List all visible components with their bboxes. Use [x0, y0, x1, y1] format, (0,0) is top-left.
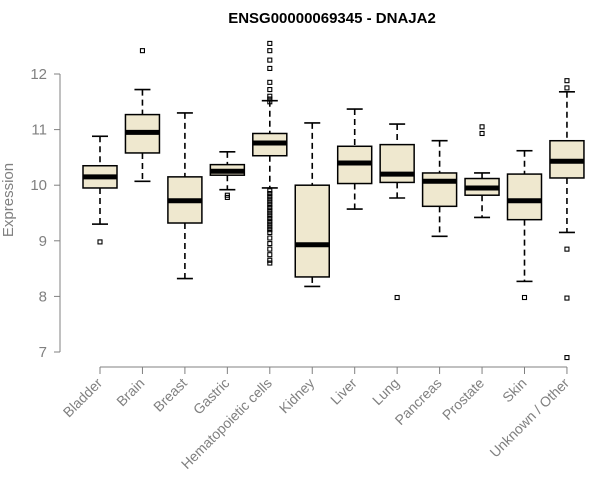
box-group-12 [549, 78, 585, 361]
y-axis-label: Expression [0, 163, 17, 237]
outlier-point [267, 241, 273, 247]
outlier-point [267, 257, 273, 263]
outlier-point [267, 199, 273, 205]
outlier-point [139, 48, 145, 54]
outlier-point [267, 252, 273, 258]
outlier-point [267, 235, 273, 241]
outlier-point [267, 213, 273, 219]
x-tick-label-7: Liver [327, 375, 360, 408]
box-group-4 [209, 151, 246, 200]
y-tick-label-8: 8 [39, 288, 47, 305]
outlier-point [564, 85, 570, 91]
outlier-point [267, 193, 273, 199]
outlier-point [267, 202, 273, 208]
box-group-6 [294, 122, 330, 288]
outlier-point [267, 218, 273, 224]
outlier-point [267, 99, 273, 105]
outlier-point [267, 87, 273, 93]
outlier-point [267, 48, 273, 54]
y-tick-label-10: 10 [30, 177, 47, 194]
outlier-point [479, 130, 485, 137]
outlier-point [267, 65, 273, 71]
chart-title: ENSG00000069345 - DNAJA2 [228, 10, 436, 27]
iqr-box [506, 173, 543, 221]
y-tick-label-7: 7 [39, 344, 47, 361]
outlier-point [267, 210, 273, 216]
x-tick-label-12: Unknown / Other [486, 375, 572, 461]
outlier-point [224, 194, 230, 200]
x-tick-label-6: Kidney [276, 375, 318, 417]
x-tick-label-3: Breast [150, 375, 190, 415]
box-group-8 [379, 123, 415, 301]
outlier-point [267, 190, 273, 197]
outlier-point [564, 246, 570, 252]
box-group-10 [464, 124, 500, 219]
x-tick-label-11: Skin [499, 375, 530, 406]
outlier-point [394, 294, 400, 301]
x-tick-label-1: Bladder [60, 375, 106, 421]
outlier-point [564, 355, 570, 361]
outlier-point [267, 93, 273, 99]
outlier-point [267, 207, 273, 213]
outlier-point [267, 229, 273, 236]
outlier-point [564, 295, 570, 301]
y-tick-label-11: 11 [31, 122, 47, 139]
outlier-point [267, 79, 273, 85]
box-group-2 [124, 48, 161, 183]
outlier-point [267, 204, 273, 210]
outlier-point [267, 246, 273, 252]
x-tick-label-2: Brain [113, 375, 147, 409]
outlier-point [267, 96, 273, 102]
box-group-5 [252, 40, 288, 266]
outlier-point [97, 239, 103, 245]
outlier-point [267, 260, 273, 266]
boxes [82, 40, 585, 361]
outlier-point [267, 196, 273, 202]
outlier-point [267, 40, 273, 46]
box-group-9 [421, 139, 458, 238]
outlier-point [267, 188, 273, 194]
iqr-box [421, 172, 458, 208]
outlier-point [564, 78, 570, 84]
y-tick-label-12: 12 [30, 66, 47, 83]
outlier-point [267, 221, 273, 227]
axes: 7 8 9 10 11 12 [30, 66, 568, 374]
y-tick-label-9: 9 [39, 233, 47, 250]
outlier-point [267, 57, 273, 63]
x-tick-label-8: Lung [369, 375, 402, 408]
box-group-3 [167, 112, 203, 280]
x-tick-label-9: Pancreas [392, 375, 445, 428]
outlier-point [267, 224, 273, 230]
box-group-7 [336, 108, 373, 210]
iqr-box [379, 143, 415, 184]
outlier-point [521, 294, 528, 301]
iqr-box [294, 184, 330, 278]
outlier-point [267, 227, 273, 233]
outlier-point [267, 216, 273, 222]
outlier-point [479, 124, 485, 130]
box-group-1 [82, 135, 118, 245]
x-tick-label-10: Prostate [439, 375, 487, 423]
box-group-11 [506, 149, 543, 301]
